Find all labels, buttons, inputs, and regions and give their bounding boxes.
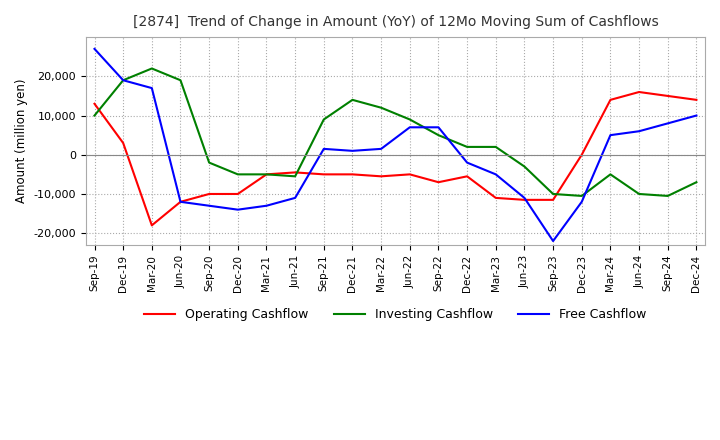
Free Cashflow [492,172,500,177]
Investing Cashflow [262,172,271,177]
Investing Cashflow [606,172,615,177]
Free Cashflow [233,207,242,212]
Operating Cashflow [377,174,385,179]
Operating Cashflow [348,172,357,177]
Operating Cashflow [262,172,271,177]
Free Cashflow [90,46,99,51]
Operating Cashflow [463,174,472,179]
Free Cashflow [320,146,328,151]
Operating Cashflow [434,180,443,185]
Investing Cashflow [520,164,528,169]
Title: [2874]  Trend of Change in Amount (YoY) of 12Mo Moving Sum of Cashflows: [2874] Trend of Change in Amount (YoY) o… [132,15,658,29]
Free Cashflow [434,125,443,130]
Operating Cashflow [549,197,557,202]
Operating Cashflow [577,152,586,158]
Investing Cashflow [434,132,443,138]
Y-axis label: Amount (million yen): Amount (million yen) [15,79,28,203]
Free Cashflow [520,195,528,201]
Free Cashflow [577,199,586,205]
Free Cashflow [635,128,644,134]
Operating Cashflow [635,89,644,95]
Free Cashflow [348,148,357,154]
Operating Cashflow [520,197,528,202]
Investing Cashflow [663,193,672,198]
Line: Free Cashflow: Free Cashflow [94,49,696,241]
Investing Cashflow [119,77,127,83]
Investing Cashflow [377,105,385,110]
Operating Cashflow [204,191,213,197]
Operating Cashflow [233,191,242,197]
Investing Cashflow [233,172,242,177]
Operating Cashflow [176,199,185,205]
Investing Cashflow [176,77,185,83]
Investing Cashflow [463,144,472,150]
Free Cashflow [176,199,185,205]
Free Cashflow [119,77,127,83]
Operating Cashflow [90,101,99,106]
Free Cashflow [549,238,557,244]
Legend: Operating Cashflow, Investing Cashflow, Free Cashflow: Operating Cashflow, Investing Cashflow, … [139,303,652,326]
Investing Cashflow [148,66,156,71]
Free Cashflow [606,132,615,138]
Free Cashflow [291,195,300,201]
Operating Cashflow [320,172,328,177]
Free Cashflow [405,125,414,130]
Investing Cashflow [692,180,701,185]
Operating Cashflow [119,140,127,146]
Investing Cashflow [635,191,644,197]
Investing Cashflow [320,117,328,122]
Free Cashflow [463,160,472,165]
Line: Investing Cashflow: Investing Cashflow [94,69,696,196]
Operating Cashflow [663,93,672,99]
Investing Cashflow [405,117,414,122]
Free Cashflow [692,113,701,118]
Investing Cashflow [204,160,213,165]
Investing Cashflow [291,174,300,179]
Operating Cashflow [606,97,615,103]
Free Cashflow [663,121,672,126]
Investing Cashflow [90,113,99,118]
Operating Cashflow [291,170,300,175]
Free Cashflow [377,146,385,151]
Free Cashflow [262,203,271,209]
Free Cashflow [204,203,213,209]
Operating Cashflow [492,195,500,201]
Investing Cashflow [549,191,557,197]
Line: Operating Cashflow: Operating Cashflow [94,92,696,225]
Operating Cashflow [692,97,701,103]
Investing Cashflow [492,144,500,150]
Investing Cashflow [577,193,586,198]
Free Cashflow [148,85,156,91]
Operating Cashflow [405,172,414,177]
Investing Cashflow [348,97,357,103]
Operating Cashflow [148,223,156,228]
